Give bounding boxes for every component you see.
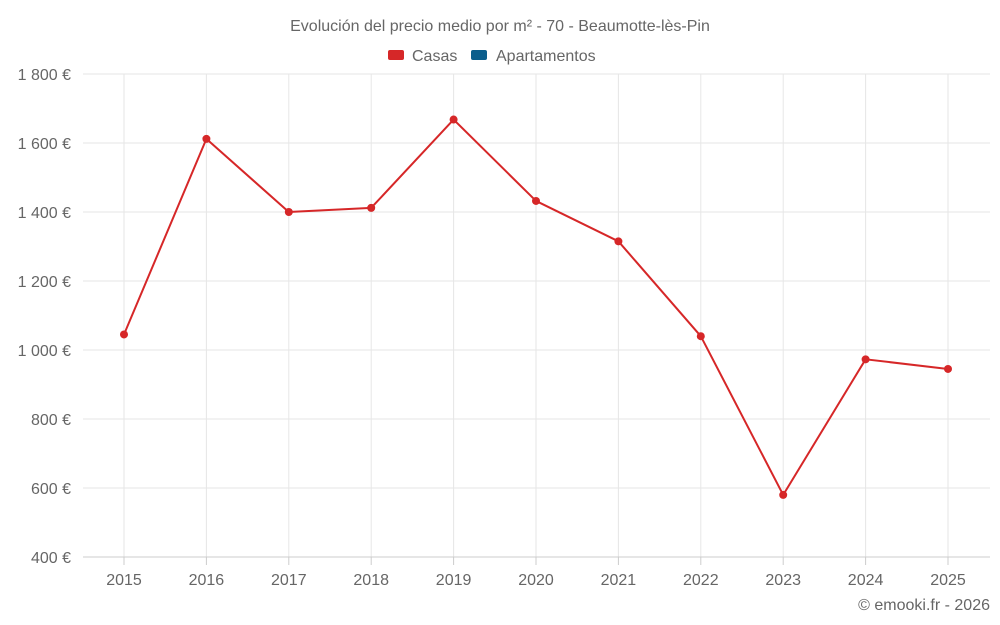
x-tick-label: 2025	[930, 572, 966, 589]
data-point-casas[interactable]	[284, 208, 293, 216]
y-tick-label: 800 €	[31, 412, 71, 429]
legend-label-casas: Casas	[412, 48, 457, 65]
x-tick-label: 2019	[436, 572, 472, 589]
x-tick-label: 2020	[518, 572, 554, 589]
x-tick-label: 2018	[353, 572, 389, 589]
y-tick-label: 1 400 €	[18, 205, 71, 222]
y-tick-label: 600 €	[31, 481, 71, 498]
y-tick-label: 1 200 €	[18, 274, 71, 291]
data-point-casas[interactable]	[696, 332, 705, 341]
legend-swatch-casas	[388, 50, 404, 60]
legend: Casas Apartamentos	[388, 48, 596, 65]
data-point-casas[interactable]	[614, 237, 623, 246]
data-point-casas[interactable]	[202, 134, 211, 143]
data-point-casas[interactable]	[944, 364, 952, 373]
x-tick-label: 2021	[601, 572, 637, 589]
x-tick-label: 2017	[271, 572, 307, 589]
y-tick-label: 1 800 €	[18, 67, 71, 84]
x-tick-label: 2023	[765, 572, 801, 589]
y-axis-ticks: 400 € 600 € 800 € 1 000 € 1 200 € 1 400 € 1 60…	[18, 67, 71, 567]
legend-item-apartamentos[interactable]: Apartamentos	[471, 48, 596, 65]
legend-label-apartamentos: Apartamentos	[496, 48, 596, 65]
credit-text: © emooki.fr - 2026	[858, 597, 990, 614]
x-tick-label: 2022	[683, 572, 719, 589]
x-tick-label: 2024	[848, 572, 884, 589]
gridlines	[83, 73, 990, 558]
legend-swatch-apartamentos	[471, 50, 487, 60]
chart-title: Evolución del precio medio por m² - 70 -…	[290, 18, 710, 35]
data-point-casas[interactable]	[449, 115, 458, 124]
legend-item-casas[interactable]: Casas	[388, 48, 457, 65]
data-point-casas[interactable]	[861, 355, 870, 364]
data-point-casas[interactable]	[367, 203, 376, 212]
x-tick-label: 2015	[106, 572, 142, 589]
data-point-casas[interactable]	[779, 490, 788, 499]
x-tick-label: 2016	[189, 572, 225, 589]
x-axis-ticks: 2015 2016 2017 2018 2019 2020 2021 2022 2023 2024…	[106, 557, 966, 589]
y-tick-label: 1 000 €	[18, 343, 71, 360]
y-tick-label: 400 €	[31, 550, 71, 567]
y-tick-label: 1 600 €	[18, 136, 71, 153]
data-point-casas[interactable]	[120, 330, 128, 339]
data-point-casas[interactable]	[532, 196, 540, 205]
series-layer	[120, 115, 952, 499]
